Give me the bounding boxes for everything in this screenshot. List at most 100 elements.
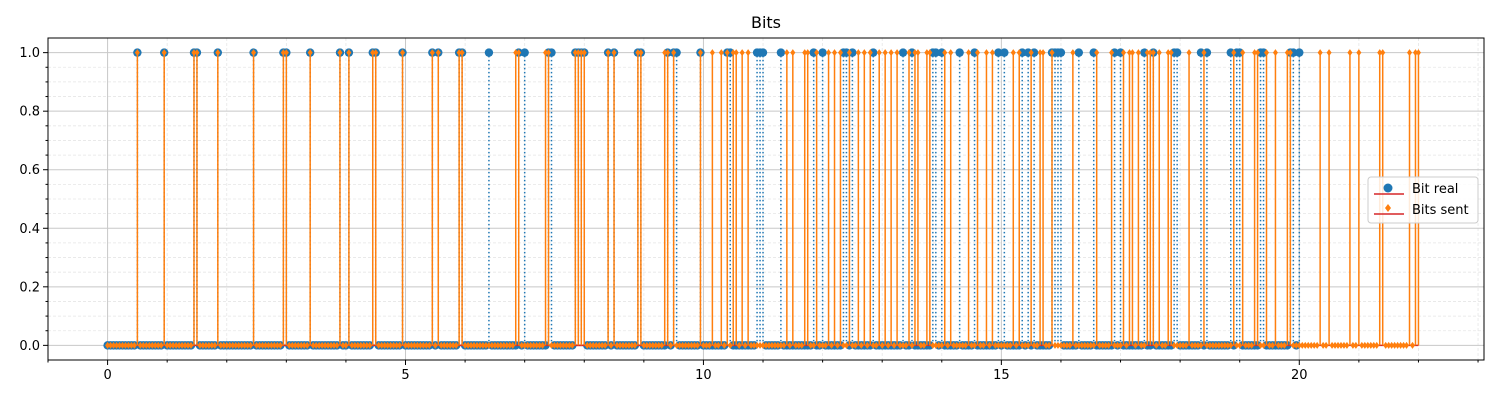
marker-bits-sent — [444, 341, 450, 349]
marker-bits-sent — [882, 49, 888, 57]
legend-bits-sent-label: Bits sent — [1412, 203, 1469, 218]
marker-bits-sent — [617, 341, 623, 349]
legend-bits-sent-marker — [1385, 204, 1391, 212]
marker-bits-sent — [298, 341, 304, 349]
marker-bits-sent — [1350, 341, 1356, 349]
marker-bits-sent — [1386, 341, 1392, 349]
marker-bits-sent — [242, 341, 248, 349]
marker-bits-sent — [522, 341, 528, 349]
marker-bits-sent — [870, 341, 876, 349]
marker-bits-sent — [963, 341, 969, 349]
marker-bits-sent — [1353, 341, 1359, 349]
marker-bits-sent — [1180, 341, 1186, 349]
marker-bits-sent — [346, 49, 352, 57]
marker-bits-sent — [370, 49, 376, 57]
marker-bits-sent — [1225, 341, 1231, 349]
marker-bits-sent — [948, 49, 954, 57]
marker-bits-sent — [686, 341, 692, 349]
marker-bits-sent — [417, 341, 423, 349]
marker-bits-sent — [611, 49, 617, 57]
marker-bits-sent — [265, 341, 271, 349]
marker-bits-sent — [1249, 341, 1255, 349]
marker-bits-sent — [790, 49, 796, 57]
marker-bits-sent — [1031, 341, 1037, 349]
marker-bits-sent — [1290, 341, 1296, 349]
marker-bits-sent — [283, 49, 289, 57]
marker-bits-sent — [179, 341, 185, 349]
marker-bits-sent — [221, 341, 227, 349]
marker-bits-sent — [1347, 49, 1353, 57]
marker-bits-sent — [1058, 341, 1064, 349]
marker-bits-sent — [808, 341, 814, 349]
marker-bits-sent — [105, 341, 111, 349]
marker-bits-sent — [394, 341, 400, 349]
marker-bits-sent — [1374, 341, 1380, 349]
marker-bits-sent — [215, 49, 221, 57]
marker-bits-sent — [361, 341, 367, 349]
marker-bits-sent — [1380, 49, 1386, 57]
marker-bits-sent — [915, 49, 921, 57]
marker-bits-sent — [459, 49, 465, 57]
marker-bits-sent — [1284, 49, 1290, 57]
marker-bit-real — [1056, 48, 1066, 57]
marker-bits-sent — [453, 341, 459, 349]
marker-bit-real — [1172, 48, 1182, 57]
marker-bits-sent — [1174, 341, 1180, 349]
marker-bits-sent — [888, 49, 894, 57]
marker-bits-sent — [1219, 341, 1225, 349]
marker-bits-sent — [942, 49, 948, 57]
marker-bits-sent — [575, 49, 581, 57]
marker-bits-sent — [989, 49, 995, 57]
marker-bits-sent — [1150, 49, 1156, 57]
marker-bits-sent — [1010, 49, 1016, 57]
marker-bits-sent — [1109, 49, 1115, 57]
marker-bits-sent — [620, 341, 626, 349]
marker-bits-sent — [1138, 341, 1144, 349]
marker-bits-sent — [903, 341, 909, 349]
marker-bits-sent — [1085, 341, 1091, 349]
x-tick-label: 10 — [695, 368, 712, 383]
marker-bits-sent — [614, 341, 620, 349]
marker-bits-sent — [212, 341, 218, 349]
marker-bits-sent — [1144, 49, 1150, 57]
marker-bits-sent — [1359, 341, 1365, 349]
marker-bits-sent — [1258, 341, 1264, 349]
marker-bits-sent — [164, 341, 170, 349]
marker-bits-sent — [980, 341, 986, 349]
marker-bits-sent — [1159, 341, 1165, 349]
marker-bits-sent — [1344, 341, 1350, 349]
marker-bits-sent — [534, 341, 540, 349]
marker-bits-sent — [1311, 341, 1317, 349]
marker-bits-sent — [715, 341, 721, 349]
marker-bits-sent — [429, 49, 435, 57]
marker-bits-sent — [1275, 341, 1281, 349]
marker-bits-sent — [572, 49, 578, 57]
marker-bits-sent — [408, 341, 414, 349]
marker-bits-sent — [1073, 341, 1079, 349]
marker-bits-sent — [492, 341, 498, 349]
marker-bits-sent — [1323, 341, 1329, 349]
marker-bits-sent — [1147, 49, 1153, 57]
marker-bits-sent — [1392, 341, 1398, 349]
legend-box — [1367, 176, 1479, 224]
marker-bits-sent — [1001, 341, 1007, 349]
marker-bits-sent — [694, 341, 700, 349]
marker-bits-sent — [972, 341, 978, 349]
marker-bits-sent — [373, 49, 379, 57]
marker-bits-sent — [1362, 341, 1368, 349]
marker-bits-sent — [1007, 341, 1013, 349]
marker-bits-sent — [1192, 341, 1198, 349]
marker-bits-sent — [829, 341, 835, 349]
marker-bits-sent — [1395, 341, 1401, 349]
marker-bits-sent — [1100, 341, 1106, 349]
marker-bits-sent — [1156, 49, 1162, 57]
marker-bits-sent — [382, 341, 388, 349]
marker-bits-sent — [355, 341, 361, 349]
marker-bits-sent — [840, 341, 846, 349]
marker-bits-sent — [930, 341, 936, 349]
marker-bits-sent — [513, 49, 519, 57]
marker-bits-sent — [605, 49, 611, 57]
marker-bits-sent — [489, 341, 495, 349]
marker-bits-sent — [835, 341, 841, 349]
